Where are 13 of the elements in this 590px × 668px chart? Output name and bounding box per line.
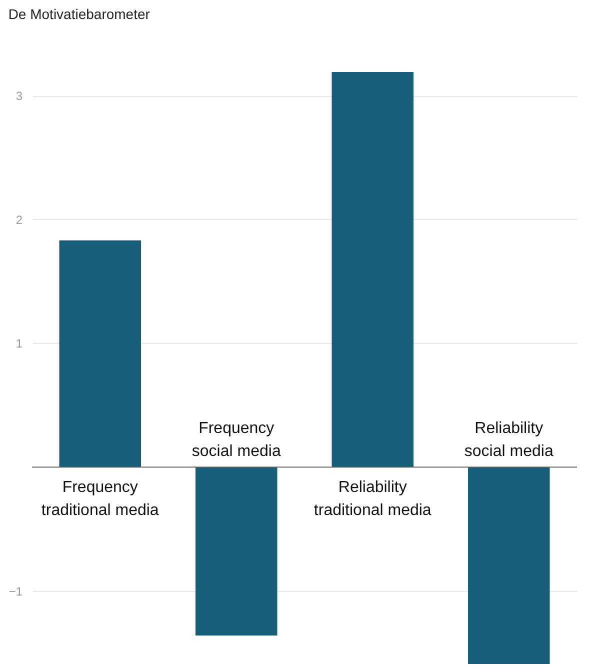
y-tick-label: −1 [8,584,23,598]
x-tick-label: Reliability traditional media [314,479,432,520]
x-tick-label: Frequency social media [192,420,281,460]
x-tick-label: Reliability social media [464,420,554,460]
bar [332,72,414,468]
y-tick-label: 1 [16,336,23,351]
bar [196,467,278,636]
y-tick-label: 3 [16,89,23,104]
bar [59,240,141,468]
x-tick-label: Frequency traditional media [41,479,159,520]
chart-title: De Motivatiebarometer [8,6,150,22]
bar [468,467,550,664]
y-tick-label: 2 [16,212,23,227]
